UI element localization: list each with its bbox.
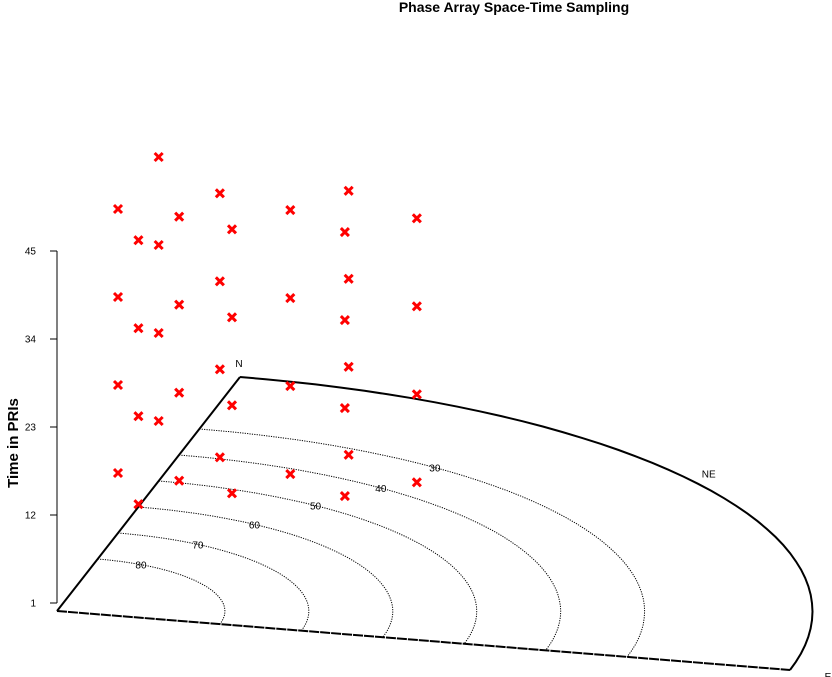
y-tick-label: 12 [25, 511, 37, 522]
elevation-label: 40 [375, 484, 387, 495]
y-tick-label: 1 [30, 599, 36, 610]
north-radial-line [56, 376, 241, 612]
sample-marker [343, 185, 354, 196]
sample-marker [174, 299, 185, 310]
elevation-contour [199, 428, 646, 658]
sample-marker [112, 291, 124, 303]
sample-marker [411, 213, 422, 224]
sample-marker [411, 389, 422, 400]
sample-marker [226, 224, 238, 235]
elevation-label: 60 [249, 520, 261, 531]
horizon-arc [239, 376, 814, 671]
sample-marker [285, 204, 296, 216]
elevation-label: 50 [310, 502, 322, 513]
elevation-label: 70 [192, 540, 204, 551]
direction-label: N [235, 359, 242, 370]
sample-marker [339, 226, 350, 238]
sample-marker [226, 488, 238, 499]
sample-marker [285, 380, 296, 392]
sample-marker [339, 402, 350, 414]
y-tick-label: 23 [25, 423, 37, 434]
sample-marker [133, 411, 144, 422]
sample-marker [133, 235, 144, 246]
polar-floor: 30 40 50 60 70 80 N NE E [56, 359, 832, 677]
sample-marker [214, 276, 225, 287]
sample-marker [112, 379, 124, 391]
sample-marker [411, 301, 422, 312]
y-axis-label-group: Time in PRIs [5, 398, 22, 488]
sample-marker [343, 361, 354, 372]
sample-marker [112, 467, 124, 479]
chart-title: Phase Array Space-Time Sampling [399, 0, 629, 15]
sample-marker [174, 211, 185, 222]
elevation-label: 30 [429, 464, 441, 475]
sample-marker [133, 499, 144, 510]
sample-marker [285, 292, 296, 304]
sample-marker [153, 327, 164, 339]
sample-marker [214, 188, 225, 199]
y-tick-label: 45 [25, 247, 37, 258]
time-axis: 1 12 23 34 45 [25, 247, 58, 610]
sample-marker [153, 239, 164, 251]
sample-marker [226, 400, 238, 411]
sample-marker [226, 312, 238, 323]
direction-label: E [825, 672, 832, 677]
y-tick-label: 34 [25, 335, 37, 346]
sample-marker [174, 387, 185, 398]
elevation-contour [138, 506, 394, 638]
sample-marker [343, 449, 354, 460]
sample-markers [112, 151, 422, 510]
elevation-contour [178, 454, 562, 651]
sample-marker [285, 468, 296, 480]
east-radial-line [56, 610, 791, 671]
elevation-contour [117, 532, 310, 631]
sample-marker [133, 323, 144, 334]
elevation-contour [158, 480, 478, 645]
sample-marker [174, 475, 185, 486]
sample-marker [339, 490, 350, 502]
elevation-contour [97, 558, 226, 625]
sample-marker [339, 314, 350, 326]
sample-marker [411, 477, 422, 488]
sample-marker [112, 203, 124, 215]
y-axis-label: Time in PRIs [5, 398, 22, 488]
sample-marker [153, 151, 164, 163]
sample-marker [343, 273, 354, 284]
sample-marker [153, 415, 164, 427]
sample-marker [214, 364, 225, 375]
elevation-label: 80 [135, 561, 147, 572]
sample-marker [214, 452, 225, 463]
direction-label: NE [702, 469, 716, 480]
